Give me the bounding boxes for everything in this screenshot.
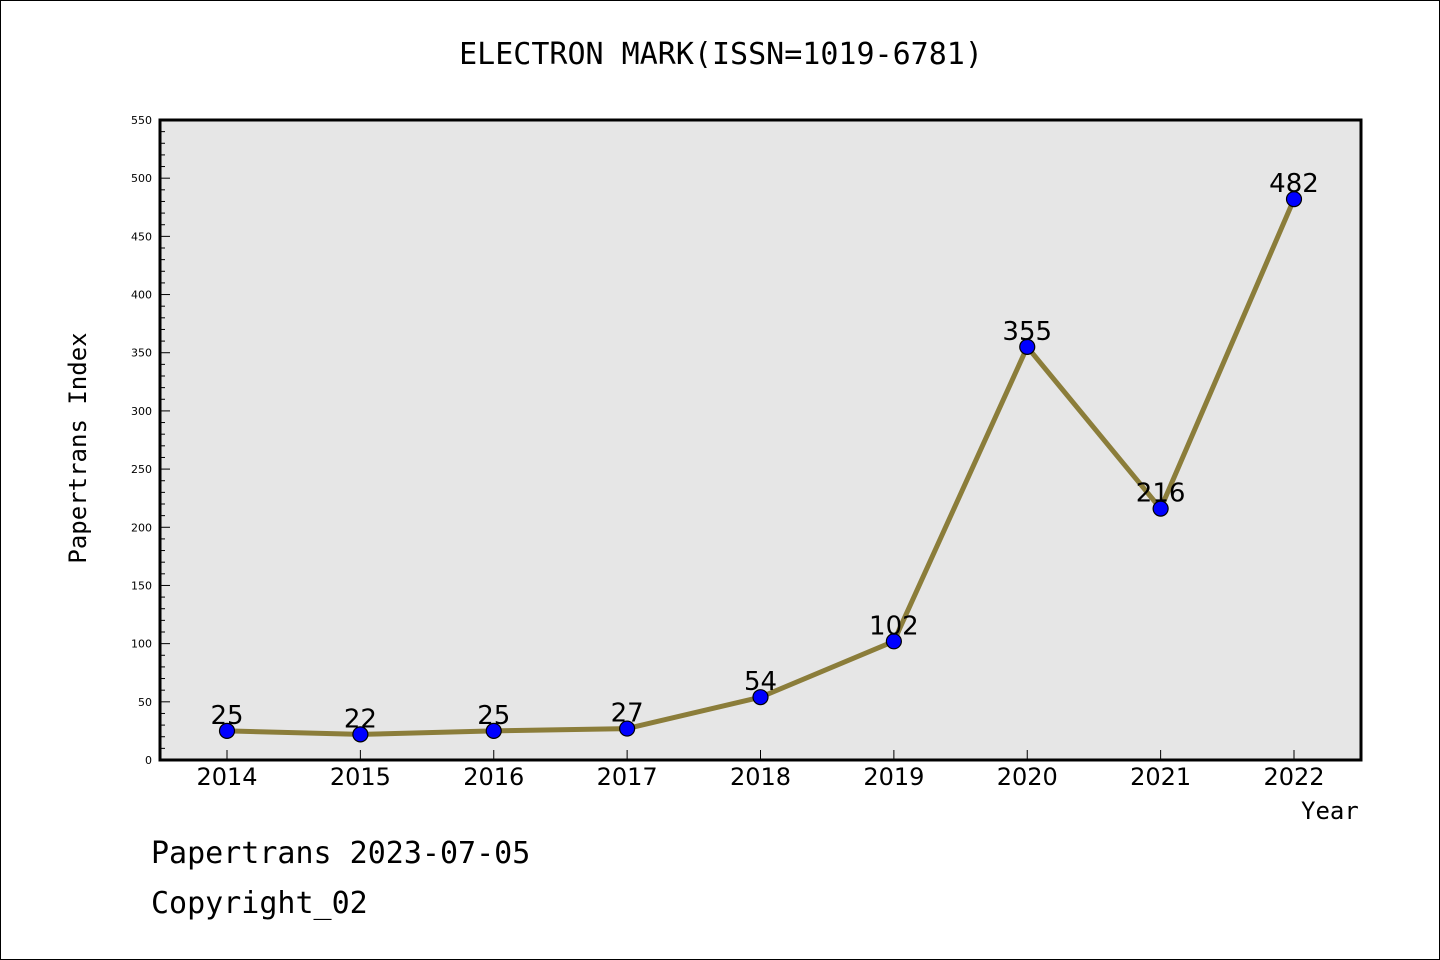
data-point (619, 720, 636, 737)
y-tick-label: 200 (131, 521, 152, 534)
x-tick-label: 2018 (730, 763, 791, 791)
y-tick-label: 0 (145, 754, 152, 767)
y-tick-label: 550 (131, 114, 152, 127)
footer-copyright: Copyright_02 (151, 886, 368, 921)
data-point (1285, 191, 1303, 208)
data-label: 25 (477, 701, 510, 731)
x-tick-label: 2022 (1263, 763, 1324, 791)
y-tick-label: 450 (131, 230, 152, 243)
data-label: 22 (344, 704, 377, 734)
x-tick-label: 2020 (997, 763, 1058, 791)
x-tick-label: 2015 (330, 763, 391, 791)
data-point (885, 633, 902, 650)
y-tick-label: 300 (131, 405, 152, 418)
data-label: 355 (1002, 317, 1052, 347)
plot-border (158, 118, 1363, 762)
data-label: 25 (210, 701, 243, 731)
x-tick-label: 2019 (863, 763, 924, 791)
x-tick-label: 2021 (1130, 763, 1191, 791)
data-label: 54 (744, 667, 777, 697)
y-tick-label: 150 (131, 579, 152, 592)
data-label: 27 (611, 699, 644, 729)
data-point (752, 689, 769, 706)
data-label: 102 (869, 611, 919, 641)
x-tick-label: 2016 (463, 763, 524, 791)
data-point (1019, 338, 1036, 356)
data-point (218, 722, 236, 740)
data-point (1152, 500, 1169, 517)
footer-date: Papertrans 2023-07-05 (151, 836, 531, 871)
data-point (485, 722, 502, 740)
x-axis-label: Year (1301, 797, 1359, 825)
y-tick-label: 100 (131, 638, 152, 651)
data-label: 482 (1269, 169, 1319, 199)
x-tick-label: 2017 (597, 763, 658, 791)
chart-title: ELECTRON MARK(ISSN=1019-6781) (459, 37, 983, 72)
y-tick-label: 400 (131, 289, 152, 302)
data-label: 216 (1136, 479, 1186, 509)
y-tick-label: 350 (131, 347, 152, 360)
plot-area (160, 120, 1361, 760)
x-tick-label: 2014 (196, 763, 257, 791)
y-tick-label: 250 (131, 463, 152, 476)
y-tick-label: 50 (138, 696, 152, 709)
data-point (352, 726, 369, 743)
y-tick-label: 500 (131, 172, 152, 185)
